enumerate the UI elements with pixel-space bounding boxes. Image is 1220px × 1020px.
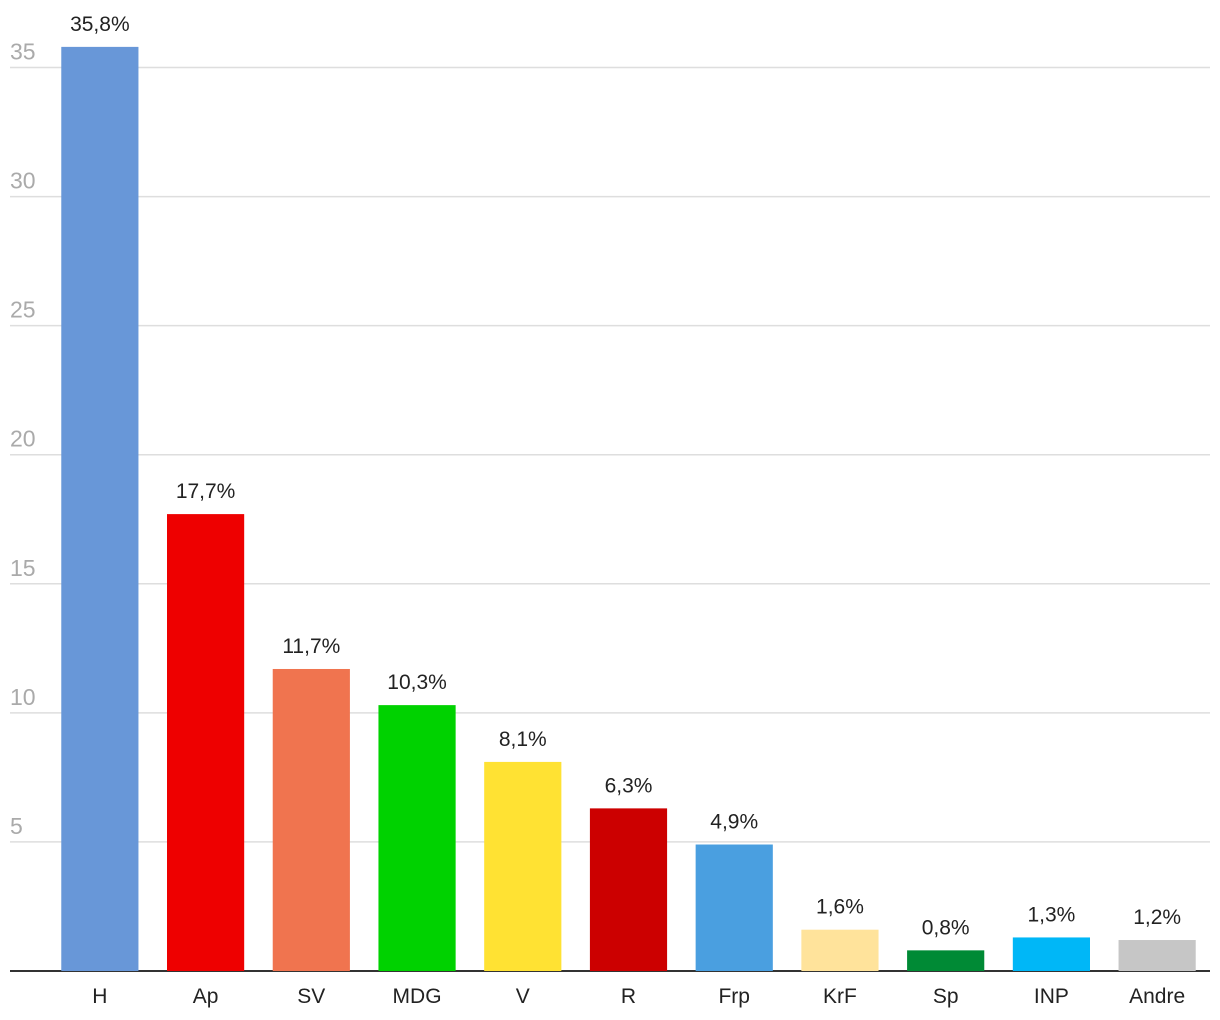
- bar: [695, 844, 773, 971]
- value-label: 0,8%: [922, 916, 970, 939]
- value-label: 11,7%: [282, 635, 340, 658]
- x-tick-label: Andre: [1129, 985, 1185, 1008]
- bar: [378, 705, 456, 971]
- x-tick-label: INP: [1034, 985, 1069, 1008]
- bar: [907, 950, 985, 971]
- x-tick-label: MDG: [393, 985, 442, 1008]
- bar: [484, 761, 562, 971]
- value-label: 10,3%: [387, 671, 447, 694]
- value-label: 1,6%: [816, 896, 864, 919]
- value-label: 1,2%: [1133, 906, 1181, 929]
- value-label: 1,3%: [1027, 903, 1075, 926]
- x-tick-label: KrF: [823, 985, 857, 1008]
- bar: [1012, 937, 1090, 971]
- y-tick-label: 35: [10, 39, 36, 65]
- x-tick-label: SV: [297, 985, 325, 1008]
- value-label: 6,3%: [605, 774, 653, 797]
- y-tick-label: 25: [10, 297, 36, 323]
- y-tick-label: 5: [10, 813, 23, 839]
- bar: [801, 929, 879, 971]
- y-tick-label: 20: [10, 426, 36, 452]
- x-tick-label: Frp: [718, 985, 750, 1008]
- value-label: 8,1%: [499, 728, 547, 751]
- x-tick-label: Sp: [933, 985, 959, 1008]
- bar: [1118, 940, 1196, 971]
- x-tick-label: Ap: [193, 985, 219, 1008]
- y-tick-label: 30: [10, 168, 36, 194]
- x-tick-label: V: [516, 985, 530, 1008]
- value-label: 4,9%: [710, 811, 758, 834]
- value-label: 35,8%: [70, 13, 130, 36]
- bar: [167, 514, 245, 971]
- bar: [589, 808, 668, 971]
- bar: [61, 46, 139, 971]
- y-tick-label: 15: [10, 555, 36, 581]
- x-tick-label: H: [92, 985, 107, 1008]
- x-tick-label: R: [621, 985, 636, 1008]
- y-tick-label: 10: [10, 684, 36, 710]
- value-label: 17,7%: [176, 480, 236, 503]
- bar: [272, 668, 350, 971]
